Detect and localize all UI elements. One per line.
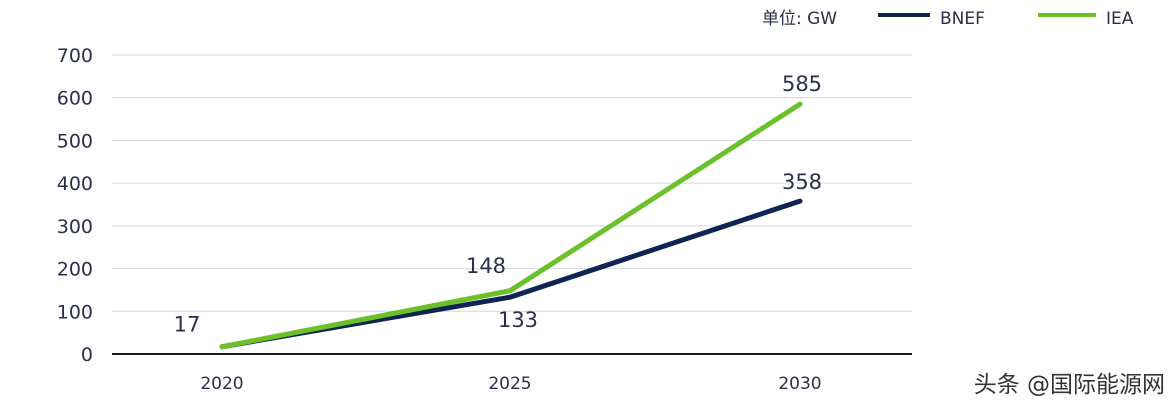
watermark: 头条 @国际能源网 — [974, 372, 1165, 398]
y-tick-label: 300 — [57, 216, 93, 238]
y-tick-label: 400 — [57, 173, 93, 195]
unit-label: 单位: GW — [762, 9, 837, 29]
data-label-bnef-2025: 133 — [498, 308, 538, 332]
grid-lines — [112, 54, 912, 312]
axes: 0 100 200 300 400 500 600 700 2020 2025 2030 — [57, 45, 912, 394]
x-tick-label: 2025 — [488, 374, 531, 394]
y-tick-label: 700 — [57, 45, 93, 67]
legend-label-bnef: BNEF — [940, 9, 985, 29]
x-tick-label: 2020 — [200, 374, 243, 394]
y-tick-label: 600 — [57, 88, 93, 110]
data-label-iea-2025: 148 — [466, 254, 506, 278]
data-label-iea-2030: 585 — [782, 72, 822, 96]
y-tick-label: 0 — [81, 344, 93, 366]
y-tick-label: 500 — [57, 130, 93, 152]
y-tick-label: 200 — [57, 259, 93, 281]
legend: 单位: GW BNEF IEA — [762, 9, 1134, 29]
data-label-iea-2020: 17 — [174, 313, 201, 337]
data-label-bnef-2030: 358 — [782, 170, 822, 194]
data-labels: 133 358 17 148 585 — [174, 72, 822, 337]
legend-label-iea: IEA — [1106, 9, 1134, 29]
y-tick-label: 100 — [57, 301, 93, 323]
series-lines — [219, 101, 803, 350]
series-line-iea — [219, 101, 803, 350]
x-tick-label: 2030 — [778, 374, 821, 394]
